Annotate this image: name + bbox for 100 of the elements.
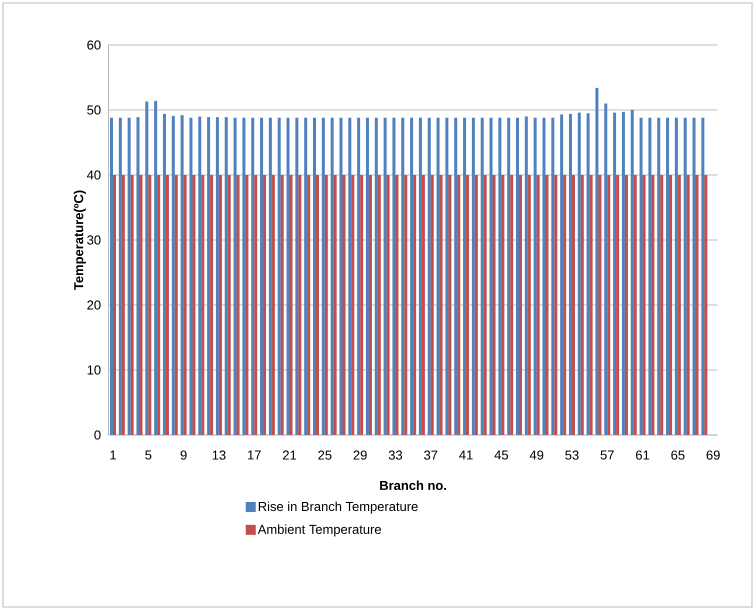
bar <box>386 174 390 435</box>
bar <box>622 112 625 435</box>
bar <box>286 118 290 435</box>
bar <box>613 112 616 435</box>
bar <box>463 118 466 435</box>
bar <box>216 117 219 435</box>
bar <box>669 174 672 435</box>
bar <box>122 174 125 435</box>
bar <box>484 174 487 435</box>
bar <box>378 174 381 435</box>
x-tick-label: 1 <box>110 450 116 460</box>
bar <box>607 174 610 435</box>
legend-label: Rise in Branch Temperature <box>258 502 418 514</box>
bar <box>519 174 522 435</box>
bar <box>651 174 654 435</box>
bar <box>436 118 440 435</box>
bar <box>686 174 690 435</box>
bar <box>245 174 248 435</box>
bar <box>139 174 142 435</box>
bar <box>260 118 264 435</box>
x-tick-label: 61 <box>636 450 650 460</box>
bar <box>192 174 196 435</box>
y-tick-label: 30 <box>87 235 101 245</box>
bar <box>524 116 528 435</box>
bar <box>616 174 620 435</box>
y-tick-label: 60 <box>87 40 101 50</box>
bar <box>189 118 192 435</box>
bar <box>224 117 228 435</box>
bar <box>136 117 140 435</box>
x-tick-label: 37 <box>424 450 438 460</box>
x-tick-label: 5 <box>145 450 152 460</box>
bar <box>430 174 434 435</box>
bar <box>701 118 704 435</box>
bar <box>578 112 581 435</box>
bar <box>334 174 337 435</box>
bar <box>154 100 158 435</box>
bar <box>660 174 664 435</box>
x-tick-label: 29 <box>354 450 367 460</box>
x-tick-label: 53 <box>565 450 579 460</box>
bar <box>542 118 546 435</box>
bar <box>536 174 540 435</box>
bar <box>242 118 246 435</box>
x-tick-label: 69 <box>706 450 720 460</box>
bar <box>704 174 708 435</box>
bar <box>490 118 493 435</box>
bar <box>401 118 404 435</box>
bar <box>128 118 131 435</box>
bar <box>324 174 328 435</box>
bar <box>272 174 275 435</box>
bar <box>198 116 202 435</box>
bar <box>110 118 114 435</box>
y-tick-label: 0 <box>94 430 101 440</box>
bar <box>580 174 584 435</box>
bar <box>498 118 502 435</box>
bar <box>113 174 116 435</box>
bar <box>263 174 266 435</box>
bar <box>392 118 396 435</box>
bar <box>166 174 169 435</box>
bar <box>218 174 222 435</box>
bar <box>604 103 608 435</box>
bar <box>440 174 443 435</box>
bar <box>684 118 687 435</box>
x-tick-label: 65 <box>671 450 685 460</box>
bar <box>642 174 646 435</box>
bar <box>374 118 378 435</box>
bar <box>528 174 531 435</box>
bar <box>466 174 470 435</box>
y-axis-title: Temperature(ºC) <box>74 190 86 290</box>
bar <box>357 118 360 435</box>
bar <box>457 174 460 435</box>
bar <box>454 118 458 435</box>
bar <box>554 174 558 435</box>
x-tick-label: 17 <box>248 450 261 460</box>
bar <box>551 118 554 435</box>
bar <box>184 174 187 435</box>
bar <box>295 118 298 435</box>
bar <box>307 174 310 435</box>
bar <box>678 174 681 435</box>
bar <box>516 118 520 435</box>
bar <box>534 118 537 435</box>
bar <box>507 118 510 435</box>
bar <box>474 174 478 435</box>
bar <box>360 174 364 435</box>
bar <box>595 88 598 435</box>
bar <box>351 174 354 435</box>
bar <box>290 174 293 435</box>
bar <box>648 118 652 435</box>
bar <box>568 114 572 435</box>
bar <box>236 174 240 435</box>
bar <box>342 174 346 435</box>
bar <box>674 118 678 435</box>
bar <box>418 118 422 435</box>
bar <box>448 174 452 435</box>
bar <box>413 174 416 435</box>
bar <box>395 174 398 435</box>
bar <box>384 118 387 435</box>
bar <box>251 118 254 435</box>
y-tick-label: 50 <box>87 105 101 115</box>
bar <box>298 174 302 435</box>
y-tick-label: 40 <box>86 170 101 180</box>
